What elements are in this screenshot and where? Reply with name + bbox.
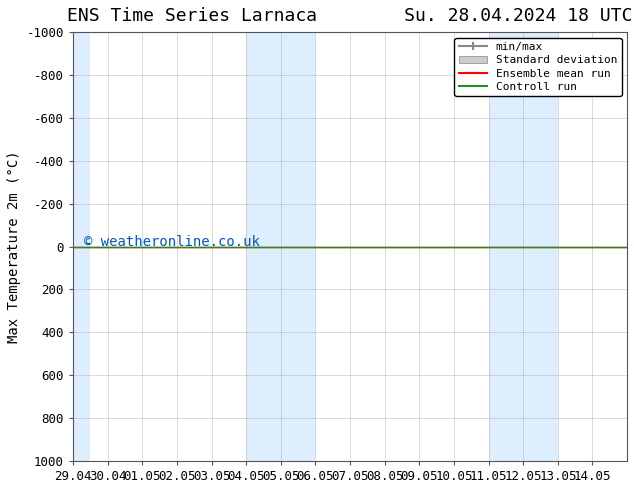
Bar bbox=[73, 32, 90, 461]
Bar bbox=[246, 32, 315, 461]
Y-axis label: Max Temperature 2m (°C): Max Temperature 2m (°C) bbox=[7, 150, 21, 343]
Bar bbox=[489, 32, 558, 461]
Title: ENS Time Series Larnaca        Su. 28.04.2024 18 UTC: ENS Time Series Larnaca Su. 28.04.2024 1… bbox=[67, 7, 633, 25]
Legend: min/max, Standard deviation, Ensemble mean run, Controll run: min/max, Standard deviation, Ensemble me… bbox=[455, 38, 621, 97]
Text: © weatheronline.co.uk: © weatheronline.co.uk bbox=[84, 235, 260, 249]
